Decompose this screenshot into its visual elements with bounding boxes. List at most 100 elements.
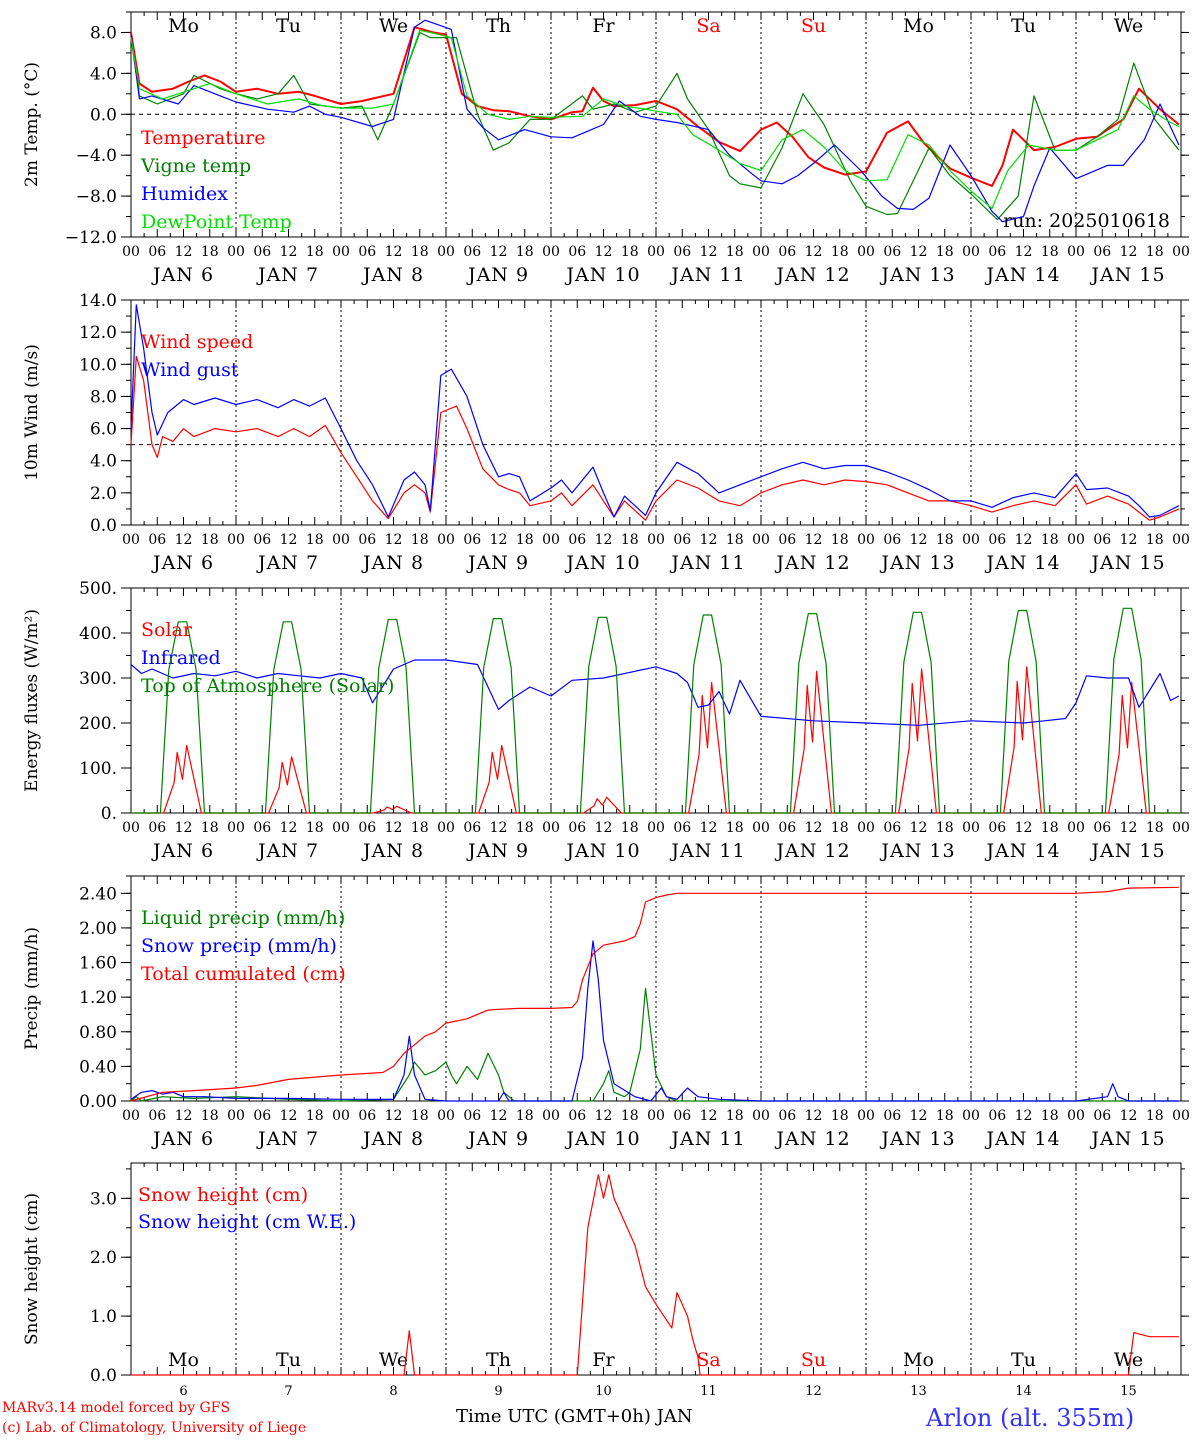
x-axis-ticks xyxy=(130,876,1182,1101)
hour-tick-label: 06 xyxy=(358,532,376,548)
y-tick-label: 2.0 xyxy=(90,1248,117,1268)
hour-tick-label: 18 xyxy=(621,820,639,836)
hour-tick-label: 06 xyxy=(148,820,166,836)
hour-tick-label: 00 xyxy=(962,244,980,260)
hour-tick-label: 12 xyxy=(595,1108,613,1124)
hour-tick-label: 00 xyxy=(962,820,980,836)
legend-entry: Snow height (cm W.E.) xyxy=(138,1211,356,1233)
hour-tick-label: 12 xyxy=(175,1108,193,1124)
y-tick-label: −12.0 xyxy=(65,228,117,248)
hour-tick-label: 18 xyxy=(516,532,534,548)
hour-tick-label: 18 xyxy=(306,820,324,836)
hour-tick-label: 00 xyxy=(1172,532,1190,548)
hour-tick-label: 06 xyxy=(358,820,376,836)
date-label: JAN 13 xyxy=(879,264,955,286)
date-label: JAN 12 xyxy=(774,552,850,574)
hour-tick-label: 00 xyxy=(752,1108,770,1124)
hour-tick-label: 12 xyxy=(1015,820,1033,836)
date-label: JAN 14 xyxy=(984,552,1060,574)
hour-tick-label: 12 xyxy=(175,532,193,548)
location-label: Arlon (alt. 355m) xyxy=(926,1404,1135,1432)
hour-tick-label: 06 xyxy=(673,820,691,836)
hour-tick-label: 18 xyxy=(726,1108,744,1124)
y-axis-label: 2m Temp. (°C) xyxy=(22,62,42,187)
day-name-label: Su xyxy=(801,15,826,37)
day-name-label: We xyxy=(1114,15,1143,37)
y-tick-label: 0. xyxy=(101,804,117,824)
date-label: JAN 10 xyxy=(564,552,640,574)
hour-tick-label: 00 xyxy=(122,244,140,260)
hour-tick-label: 18 xyxy=(411,1108,429,1124)
hour-tick-label: 12 xyxy=(490,1108,508,1124)
hour-tick-label: 00 xyxy=(122,532,140,548)
hour-tick-label: 12 xyxy=(1015,244,1033,260)
hour-tick-label: 12 xyxy=(385,820,403,836)
hour-tick-label: 12 xyxy=(910,1108,928,1124)
hour-tick-label: 06 xyxy=(1093,532,1111,548)
hour-tick-label: 18 xyxy=(831,820,849,836)
hour-tick-label: 12 xyxy=(280,1108,298,1124)
y-tick-label: 400. xyxy=(79,624,117,644)
hour-tick-label: 18 xyxy=(201,532,219,548)
hour-tick-label: 12 xyxy=(700,1108,718,1124)
hour-tick-label: 00 xyxy=(1067,532,1085,548)
hour-tick-label: 12 xyxy=(700,820,718,836)
hour-tick-label: 00 xyxy=(227,820,245,836)
date-label: JAN 7 xyxy=(256,1128,319,1150)
series-line-top-of-atmosphere-solar- xyxy=(131,607,1181,814)
hour-tick-label: 06 xyxy=(358,244,376,260)
y-tick-label: 4.0 xyxy=(90,64,117,84)
hour-tick-label: 18 xyxy=(831,532,849,548)
hour-tick-label: 06 xyxy=(778,820,796,836)
legend-entry: DewPoint Temp xyxy=(141,211,292,233)
series-line-humidex xyxy=(130,19,1180,223)
hour-tick-label: 06 xyxy=(883,532,901,548)
hour-tick-label: 00 xyxy=(647,820,665,836)
date-label: JAN 12 xyxy=(774,264,850,286)
hour-tick-label: 00 xyxy=(752,244,770,260)
y-tick-label: 0.40 xyxy=(79,1057,117,1077)
date-label: JAN 10 xyxy=(564,840,640,862)
y-tick-label: 8.0 xyxy=(90,23,117,43)
date-label: JAN 15 xyxy=(1089,1128,1165,1150)
hour-tick-label: 00 xyxy=(122,820,140,836)
y-axis-label: Snow height (cm) xyxy=(22,1193,42,1345)
hour-tick-label: 00 xyxy=(857,532,875,548)
day-name-label: Tu xyxy=(1011,1349,1036,1371)
x-axis-ticks xyxy=(130,1163,1182,1375)
hour-tick-label: 00 xyxy=(227,244,245,260)
y-tick-label: 0.0 xyxy=(90,516,117,536)
hour-tick-label: 00 xyxy=(542,820,560,836)
day-name-label: We xyxy=(379,1349,408,1371)
hour-tick-label: 18 xyxy=(411,820,429,836)
hour-tick-label: 12 xyxy=(385,1108,403,1124)
hour-tick-label: 06 xyxy=(1093,244,1111,260)
hour-tick-label: 18 xyxy=(411,244,429,260)
hour-tick-label: 00 xyxy=(962,532,980,548)
hour-tick-label: 12 xyxy=(595,532,613,548)
day-number-label: 12 xyxy=(805,1384,822,1399)
hour-tick-label: 18 xyxy=(201,244,219,260)
series-line-wind-speed xyxy=(130,355,1180,521)
hour-tick-label: 00 xyxy=(1172,820,1190,836)
hour-tick-label: 18 xyxy=(1041,532,1059,548)
y-tick-label: −4.0 xyxy=(76,146,117,166)
x-axis-ticks xyxy=(130,12,1182,237)
hour-tick-label: 18 xyxy=(936,1108,954,1124)
lab-credit: (c) Lab. of Climatology, University of L… xyxy=(2,1420,307,1436)
day-name-label: Fr xyxy=(592,15,615,37)
hour-tick-label: 18 xyxy=(1146,820,1164,836)
day-name-label: Tu xyxy=(276,1349,301,1371)
hour-tick-label: 06 xyxy=(358,1108,376,1124)
day-number-label: 9 xyxy=(494,1384,502,1399)
hour-tick-label: 18 xyxy=(516,820,534,836)
day-number-label: 15 xyxy=(1120,1384,1137,1399)
day-name-label: Su xyxy=(801,1349,826,1371)
hour-tick-label: 18 xyxy=(831,244,849,260)
hour-tick-label: 06 xyxy=(673,532,691,548)
hour-tick-label: 06 xyxy=(253,1108,271,1124)
hour-tick-label: 12 xyxy=(490,532,508,548)
hour-tick-label: 18 xyxy=(1041,820,1059,836)
date-label: JAN 11 xyxy=(669,264,745,286)
